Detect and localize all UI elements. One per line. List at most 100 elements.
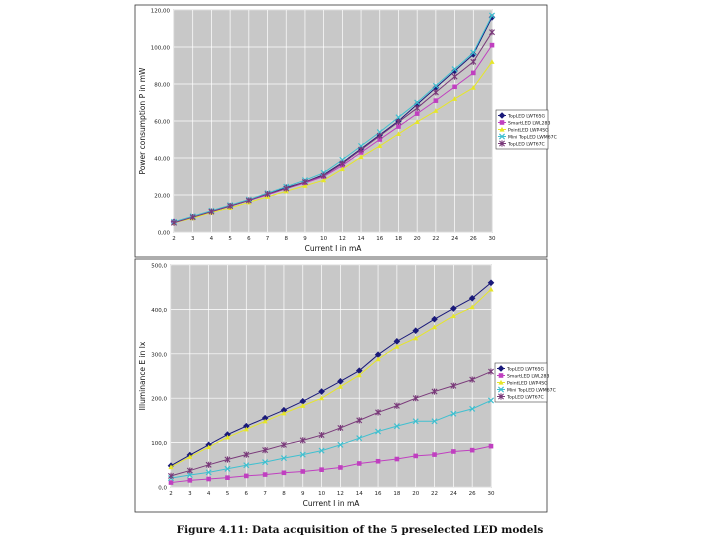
y-tick-label: 40,00 [154, 157, 170, 163]
series-line [173, 61, 493, 224]
data-point [337, 441, 344, 448]
data-point [243, 473, 249, 479]
data-point [489, 59, 495, 64]
data-point [375, 356, 381, 362]
data-point [431, 324, 438, 330]
legend-label: SmartLED LWL283 [507, 373, 549, 379]
x-tick-label: 26 [470, 236, 477, 242]
data-point [432, 452, 437, 457]
legend-label: SmartLED LWL283 [508, 120, 550, 126]
figure-caption: Figure 4.11: Data acquisition of the 5 p… [176, 524, 544, 536]
plot-area [170, 264, 492, 488]
data-point [395, 114, 402, 121]
x-tick-label: 10 [318, 491, 325, 497]
data-point [393, 338, 401, 345]
data-point [393, 423, 400, 430]
data-point [358, 146, 365, 153]
data-point [224, 456, 231, 463]
legend-marker [498, 373, 504, 378]
data-point [262, 459, 269, 466]
x-tick-label: 24 [450, 491, 457, 497]
legend-label: TopLED LWT65G [506, 366, 545, 372]
data-point [489, 42, 495, 48]
x-tick-label: 6 [247, 236, 251, 242]
data-point [243, 462, 250, 469]
data-point [412, 418, 419, 425]
y-tick-label: 200,0 [151, 397, 167, 403]
power-consumption-chart: 0,00 20,00 40,00 60,00 80,00 100,00 120,00 2 3 4 5… [134, 4, 557, 258]
legend-label: Mini TopLED LWM67C [507, 387, 556, 393]
data-point [171, 219, 177, 226]
data-point [356, 461, 362, 466]
data-point [452, 84, 457, 90]
data-point [396, 124, 401, 129]
data-point [339, 166, 345, 172]
legend-marker [498, 393, 504, 400]
x-tick-label: 30 [488, 491, 495, 497]
x-tick-label: 12 [337, 491, 344, 497]
x-tick-label: 4 [210, 236, 214, 242]
data-point [245, 197, 252, 204]
data-point [412, 327, 420, 335]
data-point [414, 104, 421, 112]
series-2 [168, 443, 494, 485]
x-tick-label: 8 [282, 491, 286, 497]
data-point [206, 476, 211, 482]
series-line [170, 282, 492, 467]
x-tick-label: 18 [395, 236, 402, 242]
legend-marker [498, 112, 506, 119]
x-tick-label: 22 [431, 491, 438, 497]
data-point [451, 96, 458, 101]
data-point [395, 118, 402, 126]
x-tick-label: 14 [356, 491, 363, 497]
data-point [283, 185, 290, 192]
data-point [302, 183, 308, 188]
data-point [376, 132, 383, 139]
data-point [187, 454, 193, 459]
x-tick-label: 24 [451, 236, 458, 242]
data-point [358, 154, 364, 160]
data-point [375, 458, 381, 464]
data-point [189, 214, 196, 221]
y-tick-label: 120,00 [151, 9, 171, 15]
data-point [168, 464, 174, 470]
data-point [468, 294, 476, 302]
legend-marker [498, 133, 506, 140]
data-point [375, 428, 382, 435]
y-tick-label: 0,00 [158, 231, 171, 237]
y-tick-label: 300,0 [151, 352, 167, 358]
data-point [318, 447, 325, 454]
x-tick-label: 5 [226, 491, 230, 497]
x-tick-label: 26 [469, 491, 476, 497]
legend-label: PointLED LWP4SG [507, 380, 548, 386]
series-line [173, 31, 493, 224]
data-point [225, 475, 230, 480]
y-tick-label: 100,0 [151, 441, 167, 447]
y-axis-title: Illuminance E in lx [138, 341, 147, 410]
data-point [281, 470, 287, 476]
data-point [205, 469, 212, 476]
data-point [320, 172, 327, 179]
data-point [413, 453, 419, 459]
data-point [262, 472, 268, 477]
x-tick-label: 5 [228, 236, 232, 242]
data-point [356, 417, 363, 424]
data-point [281, 410, 287, 416]
x-tick-label: 16 [376, 236, 383, 242]
x-tick-label: 3 [188, 491, 192, 497]
y-axis-title: Power consumption P in mW [138, 67, 147, 174]
y-tick-label: 400,0 [151, 308, 167, 314]
data-point [280, 455, 287, 462]
grid [173, 9, 493, 233]
legend-label: TopLED LWT65G [507, 113, 546, 119]
data-point [470, 49, 477, 56]
data-point [300, 469, 306, 474]
series-line [170, 399, 492, 479]
data-point [337, 424, 344, 432]
data-point [243, 426, 249, 432]
data-point [224, 465, 231, 472]
x-tick-label: 22 [432, 236, 439, 242]
data-point [356, 372, 362, 378]
data-point [318, 431, 325, 439]
